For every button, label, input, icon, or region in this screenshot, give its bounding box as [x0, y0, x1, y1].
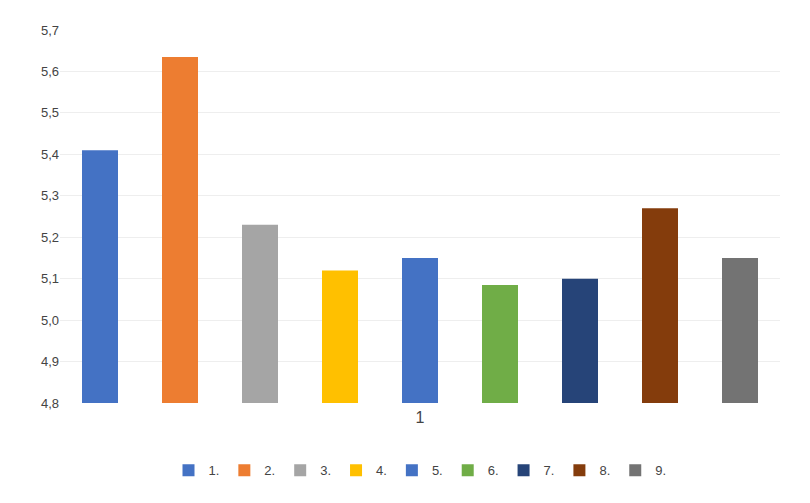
svg-text:1.: 1. [209, 463, 220, 478]
svg-text:5,4: 5,4 [41, 147, 59, 162]
svg-text:4.: 4. [376, 463, 387, 478]
svg-text:3.: 3. [320, 463, 331, 478]
svg-text:5,6: 5,6 [41, 64, 59, 79]
svg-text:7.: 7. [544, 463, 555, 478]
svg-text:4,9: 4,9 [41, 354, 59, 369]
svg-text:5,3: 5,3 [41, 188, 59, 203]
svg-text:9.: 9. [655, 463, 666, 478]
svg-text:1: 1 [416, 409, 425, 426]
svg-text:5,2: 5,2 [41, 230, 59, 245]
svg-text:5,1: 5,1 [41, 271, 59, 286]
svg-text:5.: 5. [432, 463, 443, 478]
svg-text:2.: 2. [264, 463, 275, 478]
svg-text:5,0: 5,0 [41, 313, 59, 328]
svg-text:5,7: 5,7 [41, 23, 59, 38]
svg-text:5,5: 5,5 [41, 105, 59, 120]
svg-text:8.: 8. [599, 463, 610, 478]
svg-text:6.: 6. [488, 463, 499, 478]
svg-text:4,8: 4,8 [41, 396, 59, 411]
